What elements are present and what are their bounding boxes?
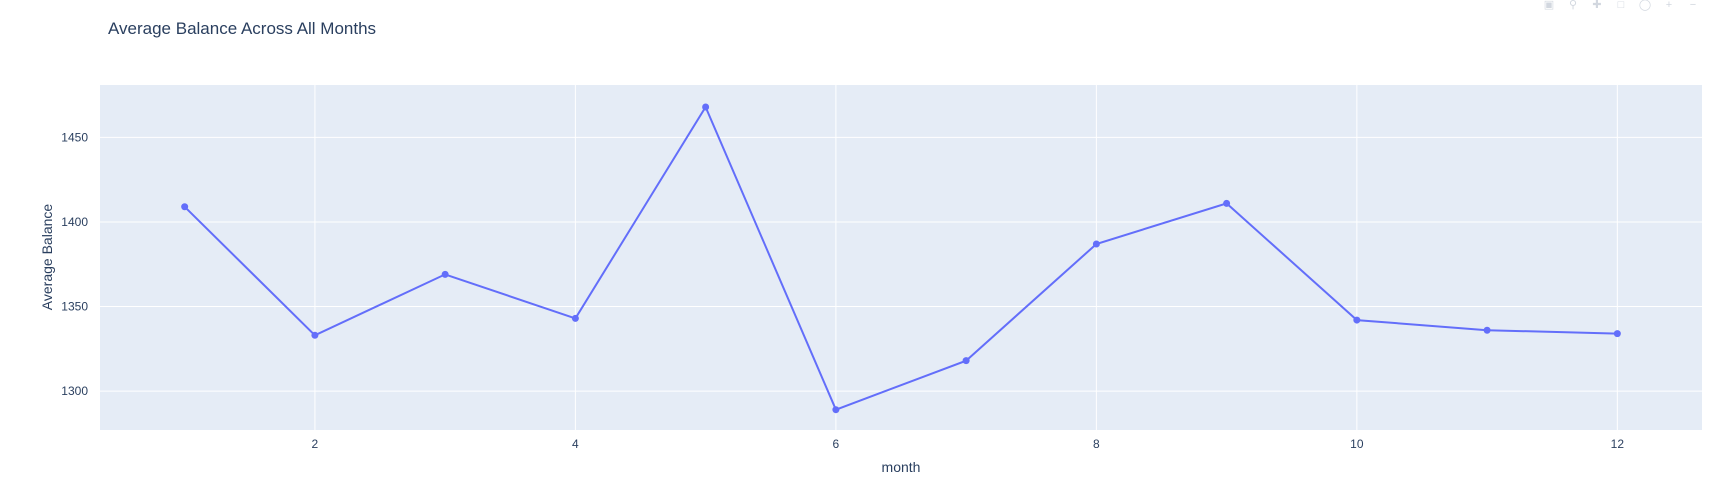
zoom-icon[interactable]: ⚲ <box>1568 0 1578 11</box>
x-tick-label: 10 <box>1350 437 1364 451</box>
lasso-icon[interactable]: ◯ <box>1638 0 1652 11</box>
zoom-in-icon[interactable]: + <box>1665 0 1673 11</box>
data-point[interactable] <box>1353 316 1361 324</box>
x-tick-label: 8 <box>1093 437 1100 451</box>
chart-modebar: ▣ ⚲ ✚ □ ◯ + − <box>1542 0 1700 11</box>
data-point[interactable] <box>832 406 840 414</box>
gridlines <box>100 85 1702 430</box>
y-tick-label: 1300 <box>61 384 88 398</box>
x-tick-label: 4 <box>572 437 579 451</box>
camera-icon[interactable]: ▣ <box>1543 0 1555 11</box>
data-point[interactable] <box>181 203 189 211</box>
data-points <box>181 103 1621 414</box>
data-point[interactable] <box>1483 326 1491 334</box>
chart-title: Average Balance Across All Months <box>108 19 376 38</box>
x-tick-label: 2 <box>312 437 319 451</box>
data-point[interactable] <box>311 331 319 339</box>
y-tick-label: 1350 <box>61 300 88 314</box>
y-axis-title: Average Balance <box>39 204 55 311</box>
plot-area[interactable] <box>100 85 1702 430</box>
x-axis-ticks: 2 4 6 8 10 12 <box>312 437 1625 451</box>
x-tick-label: 6 <box>833 437 840 451</box>
data-point[interactable] <box>702 103 710 111</box>
x-tick-label: 12 <box>1611 437 1625 451</box>
y-tick-label: 1400 <box>61 215 88 229</box>
series-line <box>183 104 1618 411</box>
data-point[interactable] <box>962 357 970 365</box>
x-axis-title: month <box>882 459 921 475</box>
box-select-icon[interactable]: □ <box>1617 0 1625 11</box>
y-tick-label: 1450 <box>61 130 88 144</box>
y-axis-ticks: 1300 1350 1400 1450 <box>61 130 88 398</box>
data-point[interactable] <box>1613 330 1621 338</box>
data-point[interactable] <box>1092 240 1100 248</box>
zoom-out-icon[interactable]: − <box>1689 0 1697 11</box>
data-point[interactable] <box>441 270 449 278</box>
pan-icon[interactable]: ✚ <box>1592 0 1602 11</box>
data-point[interactable] <box>571 314 579 322</box>
data-point[interactable] <box>1223 199 1231 207</box>
